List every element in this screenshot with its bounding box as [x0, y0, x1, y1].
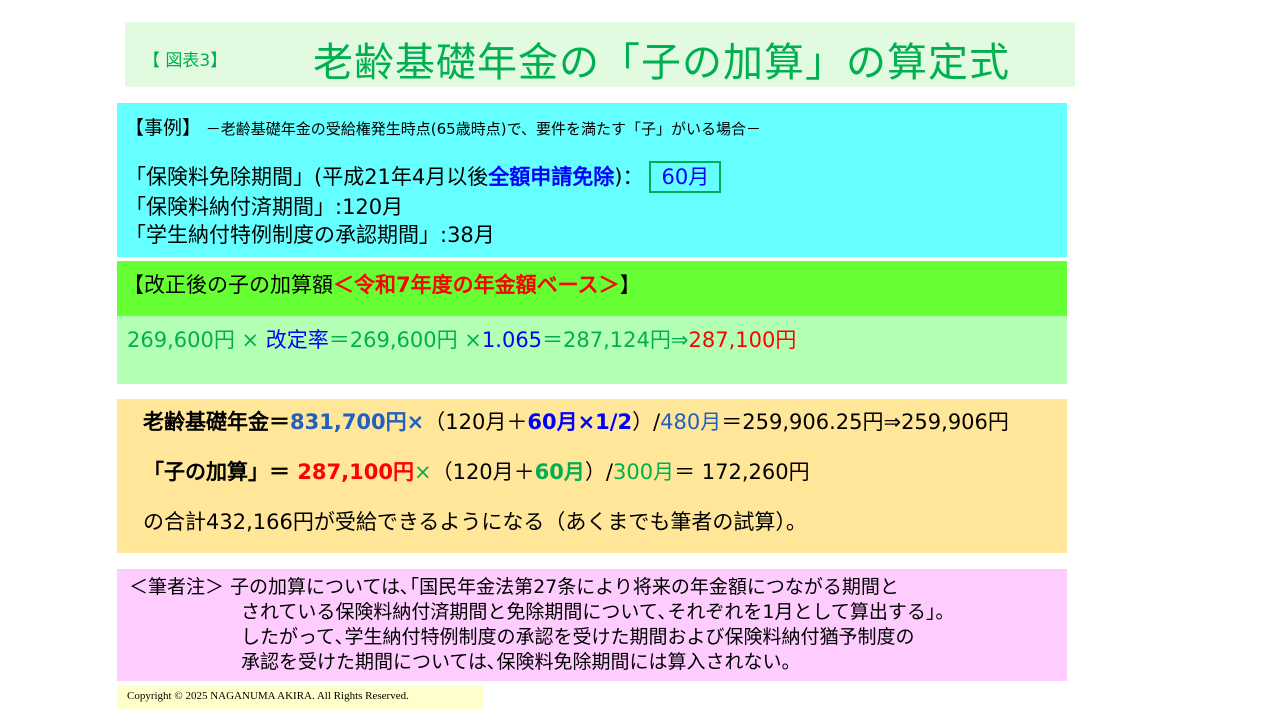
- text-segment: 60月: [534, 460, 585, 484]
- text-segment: 】: [619, 273, 641, 297]
- text-segment: －老齢基礎年金の受給権発生時点(65歳時点)で、要件を満たす「子」がいる場合－: [201, 120, 761, 138]
- text-segment: 480月: [660, 410, 722, 434]
- text-segment: 【改正後の子の加算額: [123, 273, 333, 297]
- note-line: されている保険料納付済期間と免除期間について､それぞれを1月として算出する｣。: [241, 601, 955, 623]
- text-segment: ＜令和7年度の年金額ベース＞: [333, 273, 620, 297]
- copyright: Copyright © 2025 NAGANUMA AKIRA. All Rig…: [117, 685, 484, 709]
- note-line: ＜筆者注＞ 子の加算については､｢国民年金法第27条により将来の年金額につながる…: [129, 576, 899, 598]
- text-line: 「保険料納付済期間」:120月: [125, 193, 1067, 221]
- text-segment: ＝287,124円⇒: [542, 328, 689, 352]
- revision-formula: 269,600円 × 改定率＝269,600円 ×1.065＝287,124円⇒…: [117, 316, 1067, 384]
- case-section: 【事例】 －老齢基礎年金の受給権発生時点(65歳時点)で、要件を満たす「子」がい…: [117, 103, 1067, 257]
- text-segment: ＝259,906.25円⇒259,906円: [721, 410, 1009, 434]
- text-segment: ＝269,600円 ×: [328, 328, 482, 352]
- text-segment: 269,600円 ×: [127, 328, 266, 352]
- revision-heading: 【改正後の子の加算額＜令和7年度の年金額ベース＞】: [117, 261, 1067, 316]
- text-segment: 287,100円: [688, 328, 797, 352]
- text-segment: 全額申請免除: [488, 165, 615, 189]
- text-segment: （120月＋: [424, 410, 528, 434]
- text-line: 「学生納付特例制度の承認期間」:38月: [125, 221, 1067, 249]
- text-segment: 「学生納付特例制度の承認期間」:38月: [125, 223, 495, 247]
- text-segment: 1.065: [481, 328, 543, 352]
- figure-label: 【 図表3】: [143, 51, 228, 71]
- text-segment: )：: [614, 165, 644, 189]
- text-segment: 287,100円: [297, 460, 414, 484]
- text-line: 「保険料免除期間」(平成21年4月以後全額申請免除)： 60月: [125, 161, 1067, 193]
- text-segment: 60月×1/2: [527, 410, 633, 434]
- text-line: 【改正後の子の加算額＜令和7年度の年金額ベース＞】: [123, 269, 1067, 299]
- text-segment: ＝ 172,260円: [674, 460, 810, 484]
- text-segment: ×: [413, 460, 432, 484]
- value-box: 60月: [649, 161, 722, 193]
- title-banner: 【 図表3】 老齢基礎年金の「子の加算」の算定式: [125, 22, 1075, 87]
- text-line: 269,600円 × 改定率＝269,600円 ×1.065＝287,124円⇒…: [127, 324, 1067, 354]
- note-line: したがって､学生納付特例制度の承認を受けた期間および保険料納付猶予制度の: [241, 626, 915, 648]
- text-line: 「子の加算」＝ 287,100円×（120月＋60月）/300月＝ 172,26…: [143, 455, 1067, 505]
- calculation-section: 老齢基礎年金＝831,700円×（120月＋60月×1/2）/480月＝259,…: [117, 399, 1067, 553]
- text-segment: ）/: [632, 410, 661, 434]
- author-note: ＜筆者注＞ 子の加算については､｢国民年金法第27条により将来の年金額につながる…: [117, 569, 1067, 681]
- text-segment: 改定率: [265, 328, 329, 352]
- text-segment: 831,700円×: [290, 410, 425, 434]
- text-segment: 老齢基礎年金＝: [143, 410, 290, 434]
- text-segment: 「保険料納付済期間」:120月: [125, 195, 404, 219]
- page-title: 老齢基礎年金の「子の加算」の算定式: [313, 40, 1010, 86]
- text-segment: 「保険料免除期間」(平成21年4月以後: [125, 165, 489, 189]
- text-line: 老齢基礎年金＝831,700円×（120月＋60月×1/2）/480月＝259,…: [143, 405, 1067, 455]
- text-segment: 「子の加算」＝: [143, 460, 298, 484]
- text-line: の合計432,166円が受給できるようになる（あくまでも筆者の試算）。: [143, 505, 1067, 555]
- text-segment: 【事例】: [125, 117, 202, 139]
- text-segment: ）/: [584, 460, 613, 484]
- text-segment: の合計432,166円が受給できるようになる（あくまでも筆者の試算）。: [143, 510, 807, 534]
- text-line: 【事例】 －老齢基礎年金の受給権発生時点(65歳時点)で、要件を満たす「子」がい…: [125, 113, 1067, 153]
- text-segment: 300月: [612, 460, 675, 484]
- note-line: 承認を受けた期間については､保険料免除期間には算入されない。: [241, 651, 801, 673]
- text-segment: （120月＋: [431, 460, 535, 484]
